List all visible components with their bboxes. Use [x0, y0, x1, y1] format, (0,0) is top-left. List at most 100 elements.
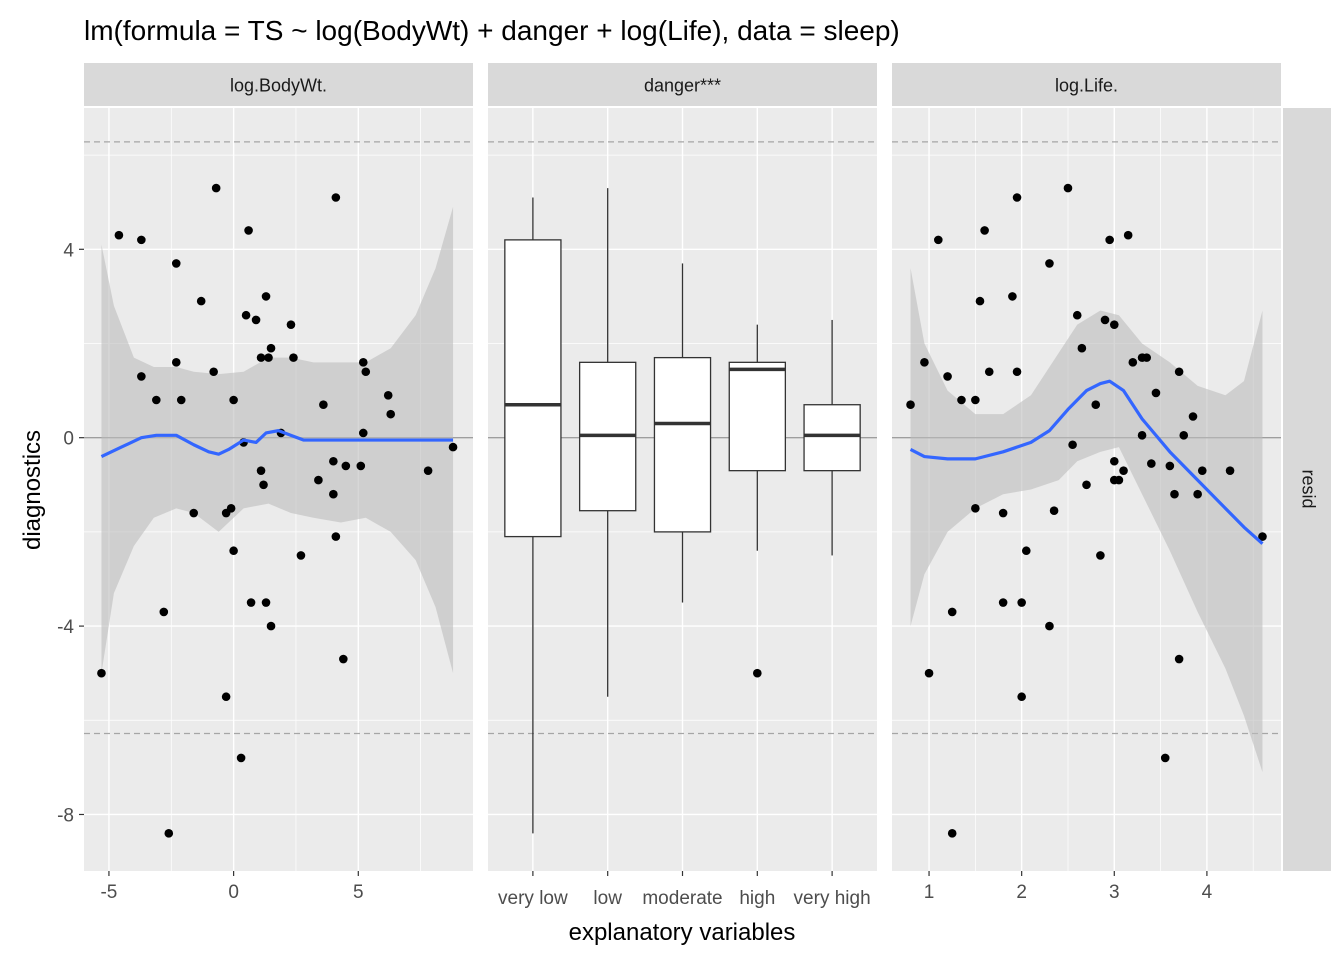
box-very-high [803, 319, 861, 556]
y-tick-label: -4 [57, 617, 74, 638]
data-point [356, 461, 366, 471]
x-tick-label: -5 [100, 882, 117, 903]
data-point [209, 367, 218, 377]
box-iqr [504, 239, 562, 538]
data-point [957, 395, 966, 405]
x-tick-label: 4 [1202, 882, 1213, 903]
panel-1: log.BodyWt. -5 0 5 [84, 63, 473, 903]
smooth-line [909, 379, 1264, 545]
data-point [971, 395, 980, 405]
confidence-ribbon [101, 206, 454, 674]
data-point [314, 475, 323, 485]
data-point [1096, 551, 1105, 560]
data-point [947, 829, 957, 838]
data-point [1137, 431, 1147, 440]
data-point [211, 183, 221, 193]
data-point [1100, 315, 1110, 325]
data-point [259, 480, 268, 490]
data-point [943, 372, 952, 381]
data-point [1008, 292, 1017, 301]
data-point [226, 504, 236, 513]
data-point [256, 466, 266, 475]
data-point [319, 400, 328, 410]
data-point [1197, 466, 1207, 475]
data-point [176, 395, 186, 405]
data-point [448, 442, 458, 452]
data-point [1170, 489, 1179, 499]
box-iqr [803, 404, 861, 472]
x-tick-label: 5 [353, 882, 364, 903]
smooth-line [100, 429, 454, 458]
box-outlier [753, 668, 762, 678]
data-point [1017, 598, 1026, 607]
data-point [229, 395, 238, 405]
data-point [361, 367, 371, 377]
data-point [934, 235, 943, 245]
data-point [984, 367, 994, 377]
data-point [998, 598, 1008, 607]
data-point [159, 607, 169, 617]
data-point [1072, 310, 1082, 320]
data-point [1174, 654, 1184, 664]
y-axis: 4 0 -4 -8 [57, 240, 84, 826]
x-tick-label: low [593, 888, 622, 909]
panel-2: danger*** very low low moderate high very hig… [488, 63, 877, 909]
data-point [221, 692, 231, 702]
data-point [296, 551, 306, 560]
x-tick-label: very low [498, 888, 568, 909]
data-point [1109, 320, 1119, 329]
x-tick-label: high [739, 888, 775, 909]
data-point [1258, 532, 1267, 541]
data-point [1165, 461, 1175, 471]
data-point [1151, 388, 1161, 398]
data-point [266, 621, 276, 631]
data-point [266, 343, 276, 353]
data-point [1188, 412, 1198, 421]
confidence-ribbon [910, 268, 1263, 773]
x-tick-label: moderate [642, 888, 722, 909]
data-point [358, 358, 368, 367]
data-point [1068, 440, 1077, 450]
data-point [1119, 466, 1128, 475]
data-point [1063, 183, 1073, 193]
data-point [196, 296, 206, 306]
data-point [1114, 475, 1124, 485]
chart-title: lm(formula = TS ~ log(BodyWt) + danger +… [84, 15, 900, 46]
data-point [264, 353, 273, 362]
data-point [256, 353, 266, 362]
data-point [1193, 489, 1202, 499]
y-tick-label: 0 [63, 429, 74, 450]
data-point [241, 310, 251, 320]
data-point [947, 607, 957, 617]
data-point [975, 296, 985, 306]
data-point [1174, 367, 1184, 377]
data-point [1045, 259, 1054, 268]
data-point [1049, 506, 1059, 515]
panel-content [892, 108, 1281, 871]
data-point [171, 259, 181, 268]
data-point [189, 508, 199, 518]
panel-3: log.Life. 1 2 3 4 [892, 63, 1281, 903]
strip-bg [84, 63, 473, 106]
data-point [1142, 353, 1152, 362]
data-point [246, 598, 256, 607]
data-point [137, 235, 146, 245]
y-tick-label: 4 [63, 240, 74, 261]
data-point [358, 428, 368, 438]
data-point [171, 358, 181, 367]
data-point [924, 668, 934, 678]
panel-content [488, 108, 877, 871]
data-point [229, 546, 238, 556]
panel-content [84, 108, 473, 871]
data-point [998, 508, 1008, 518]
data-point [1017, 692, 1026, 702]
data-point [383, 391, 393, 400]
data-point [1012, 367, 1022, 377]
strip-label: log.BodyWt. [230, 76, 327, 96]
data-point [1225, 466, 1235, 475]
data-point [261, 292, 271, 301]
x-tick-label: 2 [1016, 882, 1027, 903]
x-tick-label: 1 [924, 882, 935, 903]
